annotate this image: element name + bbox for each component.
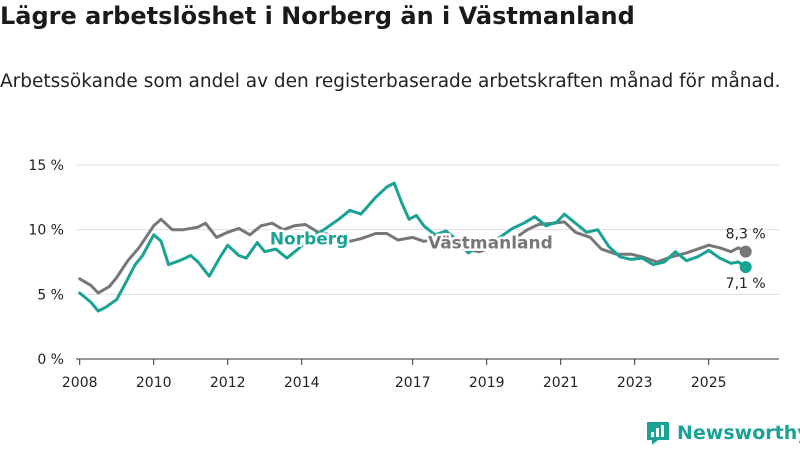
newsworthy-brand[interactable]: Newsworthy — [645, 420, 800, 446]
end-point-vstmanland — [739, 245, 752, 258]
x-tick-label: 2021 — [543, 375, 579, 391]
series-label-norberg: Norberg — [270, 230, 349, 250]
series-lines — [78, 181, 748, 313]
y-tick-label: 10 % — [28, 223, 64, 239]
x-tick-label: 2008 — [62, 375, 98, 391]
brand-name: Newsworthy — [677, 422, 800, 444]
y-tick-label: 0 % — [37, 352, 64, 368]
x-tick-label: 2023 — [617, 375, 653, 391]
y-tick-label: 5 % — [37, 287, 64, 303]
series-labels: Norberg 7,1 % Västmanland 8,3 % — [267, 227, 766, 293]
series-label-vstmanland: Västmanland — [428, 234, 553, 254]
end-value-label-vstmanland: 8,3 % — [726, 227, 766, 243]
newsworthy-logo-icon — [647, 422, 669, 445]
x-tick-label: 2019 — [469, 375, 505, 391]
end-value-label-norberg: 7,1 % — [726, 276, 766, 292]
x-tick-label: 2012 — [210, 375, 246, 391]
x-axis: 2008 2010 2012 2014 2017 2019 2021 2023 2025 — [62, 359, 727, 391]
series-line-norberg — [78, 181, 748, 313]
chart-subtitle: Arbetssökande som andel av den registerb… — [0, 71, 781, 92]
series-line-vstmanland — [78, 217, 748, 295]
gridlines: 0 % 5 % 10 % 15 % — [28, 158, 779, 368]
x-tick-label: 2025 — [691, 375, 727, 391]
end-point-norberg — [739, 261, 752, 274]
x-tick-label: 2014 — [284, 375, 320, 391]
x-tick-label: 2017 — [395, 375, 431, 391]
x-tick-label: 2010 — [136, 375, 172, 391]
chart-title: Lägre arbetslöshet i Norberg än i Västma… — [0, 2, 635, 30]
y-tick-label: 15 % — [28, 158, 64, 174]
